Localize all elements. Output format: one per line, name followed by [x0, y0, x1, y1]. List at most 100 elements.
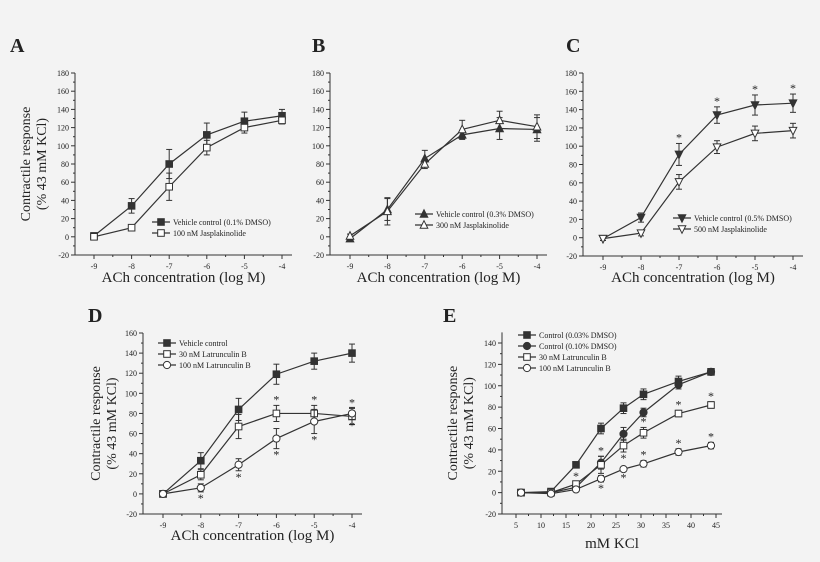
- data-point: [712, 111, 722, 121]
- legend-label: 30 nM Latrunculin B: [179, 350, 247, 359]
- significance-star: *: [273, 392, 279, 406]
- x-tick-label: 35: [662, 521, 670, 530]
- data-point: [674, 380, 683, 389]
- panel-label: D: [88, 305, 102, 327]
- y-tick-label: 100: [57, 142, 69, 151]
- series-0: Vehicle control (0.1% DMSO): [90, 108, 286, 240]
- panel-c: C -20 0 20 40 60 80 100 120 140 160 180 -9 -8 -7 -6 -5 -4…: [565, 35, 803, 286]
- y-tick-label: 60: [316, 178, 324, 187]
- y-tick-label: 180: [57, 69, 69, 78]
- x-axis-title: ACh concentration (log M): [171, 528, 335, 544]
- significance-star: *: [621, 451, 627, 465]
- data-point: [278, 116, 286, 125]
- data-point: [674, 409, 683, 418]
- data-point: [272, 370, 281, 379]
- x-tick-label: 15: [562, 521, 570, 530]
- significance-star: *: [573, 469, 579, 483]
- series-line: [520, 371, 712, 494]
- significance-star: *: [752, 82, 758, 96]
- series-line: [521, 371, 712, 494]
- data-point: [546, 489, 556, 498]
- data-point: [712, 143, 722, 153]
- series-line: [521, 404, 712, 494]
- x-tick-label: -4: [790, 263, 797, 272]
- y-tick-label: 140: [312, 105, 324, 114]
- y-tick-label: 80: [61, 160, 69, 169]
- x-tick-label: -5: [752, 263, 759, 272]
- data-point: [639, 408, 648, 417]
- significance-star: *: [311, 392, 317, 406]
- x-tick-label: -8: [128, 262, 135, 271]
- y-tick-label: -20: [313, 251, 324, 260]
- legend-label: 100 nM Jasplakinolide: [173, 229, 246, 238]
- significance-star: *: [641, 414, 647, 428]
- data-point: [197, 470, 205, 479]
- series-1: 500 nM Jasplakinolide: [598, 122, 798, 245]
- y-axis-title: Contractile response: [89, 366, 104, 481]
- data-point: [532, 121, 542, 131]
- data-point: [674, 447, 683, 457]
- y-tick-label: 0: [320, 233, 324, 242]
- data-point: [636, 229, 646, 239]
- y-tick-label: -20: [566, 252, 577, 261]
- legend-marker: [677, 214, 687, 224]
- x-tick-label: -4: [534, 262, 541, 271]
- data-point: [203, 131, 211, 139]
- legend-label: Vehicle control (0.3% DMSO): [436, 210, 534, 219]
- y-tick-label: 100: [484, 382, 496, 391]
- significance-star: *: [676, 130, 682, 144]
- legend-label: 30 nM Latrunculin B: [539, 353, 607, 362]
- data-point: [165, 160, 173, 168]
- x-tick-label: 40: [687, 521, 695, 530]
- y-tick-label: 40: [488, 446, 496, 455]
- y-tick-label: 120: [57, 124, 69, 133]
- y-tick-label: 100: [565, 142, 577, 151]
- series-line: [162, 412, 353, 495]
- data-point: [382, 205, 393, 216]
- y-tick-label: 80: [129, 409, 137, 418]
- y-tick-label: 100: [125, 389, 137, 398]
- data-point: [619, 441, 628, 450]
- data-point: [240, 123, 249, 132]
- significance-star: *: [714, 94, 720, 108]
- y-axis-title: (% 43 mM KCl): [462, 377, 477, 470]
- series-line: [602, 130, 794, 240]
- y-tick-label: 100: [312, 142, 324, 151]
- x-tick-label: -4: [349, 521, 356, 530]
- x-tick-label: -5: [311, 521, 318, 530]
- significance-star: *: [708, 429, 714, 443]
- series-1: 100 nM Jasplakinolide: [90, 116, 286, 241]
- series-2: * * * * * * 30 nM Latrunculin B: [517, 353, 715, 497]
- data-point: [572, 461, 580, 469]
- y-tick-label: 180: [312, 69, 324, 78]
- significance-star: *: [236, 470, 242, 484]
- legend-marker: [157, 218, 165, 226]
- x-tick-label: -5: [241, 262, 248, 271]
- y-tick-label: 60: [569, 179, 577, 188]
- y-tick-label: 20: [569, 215, 577, 224]
- data-point: [234, 460, 243, 469]
- significance-star: *: [598, 481, 604, 495]
- x-tick-label: -4: [279, 262, 286, 271]
- significance-star: *: [708, 389, 714, 403]
- data-point: [420, 158, 430, 168]
- series-0: * * * * Vehicle control (0.5% DMSO): [598, 81, 798, 245]
- x-tick-label: -6: [459, 262, 466, 271]
- x-tick-label: -9: [91, 262, 98, 271]
- series-2: * * * * * 100 nM Latrunculin B: [158, 360, 357, 505]
- legend-label: 500 nM Jasplakinolide: [694, 225, 767, 234]
- legend-marker: [419, 219, 429, 229]
- y-tick-label: -20: [58, 251, 69, 260]
- data-point: [639, 390, 648, 399]
- series-line: [349, 119, 538, 237]
- series-line: [520, 445, 712, 495]
- y-tick-label: 60: [61, 178, 69, 187]
- y-tick-label: 160: [565, 87, 577, 96]
- data-point: [348, 349, 356, 357]
- x-tick-label: -6: [714, 263, 721, 272]
- data-point: [90, 233, 98, 241]
- x-axis-title: ACh concentration (log M): [611, 270, 775, 286]
- y-tick-label: 180: [565, 69, 577, 78]
- x-tick-label: 30: [637, 521, 645, 530]
